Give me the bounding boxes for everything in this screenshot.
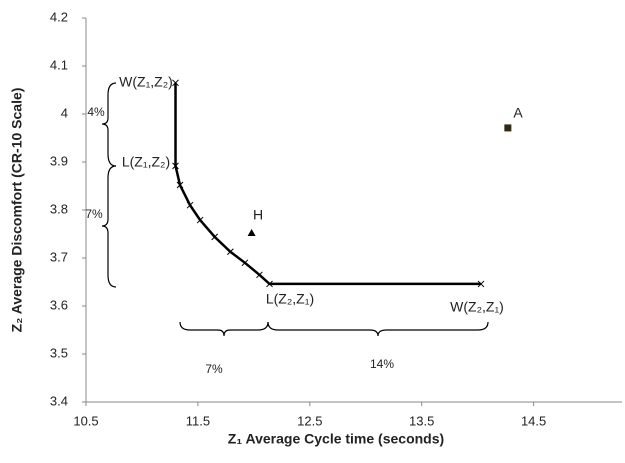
annotation: 7% [205,362,223,376]
annotation: A [513,105,523,121]
x-tick-label: 13.5 [409,413,434,428]
y-tick-label: 3.6 [50,297,68,312]
point [196,216,204,224]
y-axis-title: Z₂ Average Discomfort (CR-10 Scale) [9,88,25,333]
point [172,79,179,87]
y-tick-label: 4.2 [50,9,68,24]
x-tick-label: 10.5 [73,413,98,428]
y-tick-label: 4.1 [50,57,68,72]
point [186,201,194,209]
annotation: W(Z₂,Z₁) [450,299,504,315]
brace [101,165,117,288]
point [247,229,256,237]
point [504,124,512,132]
x-tick-label: 11.5 [186,413,210,428]
point [256,271,263,279]
y-tick-label: 3.8 [50,201,68,216]
point [176,181,184,189]
point [211,233,219,241]
y-tick-label: 3.7 [50,249,68,264]
y-tick-label: 3.9 [50,153,68,168]
point [226,248,234,256]
annotation: L(Z₂,Z₁) [266,291,314,307]
brace [267,321,489,337]
brace [101,82,117,167]
y-tick-label: 4 [61,105,68,120]
x-axis-title: Z₁ Average Cycle time (seconds) [228,431,444,447]
annotation: 14% [370,357,394,371]
x-tick-label: 12.5 [297,413,322,428]
point [266,280,273,288]
point [241,259,249,267]
point [172,162,179,170]
annotation: 7% [85,207,103,221]
x-tick-label: 14.5 [521,413,546,428]
point [477,280,485,288]
annotation: W(Z₁,Z₂) [119,74,173,90]
annotation: H [253,207,263,223]
y-tick-label: 3.4 [50,393,68,408]
y-tick-label: 3.5 [50,345,68,360]
annotation: 4% [87,105,105,119]
annotation: L(Z₁,Z₂) [122,154,170,170]
brace [179,321,269,337]
